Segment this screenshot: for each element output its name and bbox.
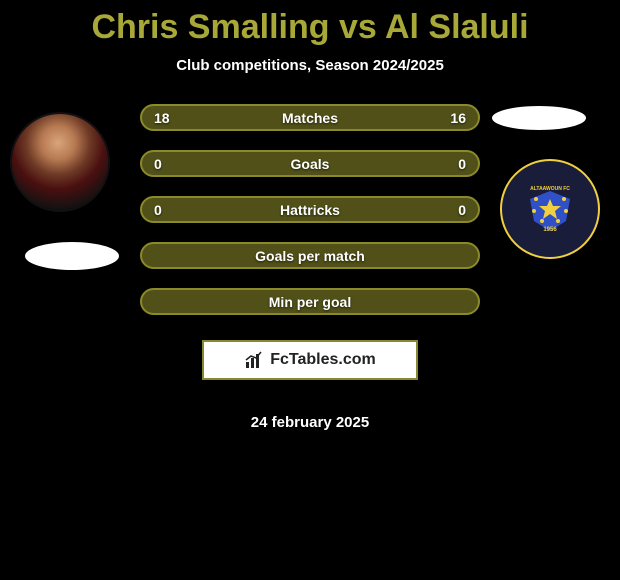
stat-label: Matches bbox=[282, 110, 338, 126]
subtitle: Club competitions, Season 2024/2025 bbox=[0, 57, 620, 74]
player-left-avatar bbox=[10, 112, 110, 212]
comparison-area: ALTAAWOUN FC 1956 18 Matches 16 0 Goals … bbox=[0, 104, 620, 444]
date-text: 24 february 2025 bbox=[0, 414, 620, 431]
player-left-flag bbox=[25, 242, 119, 270]
stat-left-value: 0 bbox=[154, 202, 162, 218]
stat-row-min-per-goal: Min per goal bbox=[140, 288, 480, 315]
stat-right-value: 0 bbox=[458, 156, 466, 172]
player-right-club-logo: ALTAAWOUN FC 1956 bbox=[500, 159, 600, 259]
chart-icon bbox=[244, 350, 264, 370]
stat-rows: 18 Matches 16 0 Goals 0 0 Hattricks 0 Go… bbox=[140, 104, 480, 334]
club-year-text: 1956 bbox=[543, 227, 557, 233]
stat-left-value: 18 bbox=[154, 110, 170, 126]
stat-row-matches: 18 Matches 16 bbox=[140, 104, 480, 131]
stat-row-hattricks: 0 Hattricks 0 bbox=[140, 196, 480, 223]
player-right-flag bbox=[492, 106, 586, 130]
stat-left-value: 0 bbox=[154, 156, 162, 172]
stat-right-value: 16 bbox=[450, 110, 466, 126]
footer-brand-text: FcTables.com bbox=[270, 351, 376, 369]
stat-label: Hattricks bbox=[280, 202, 340, 218]
stat-label: Goals bbox=[291, 156, 330, 172]
stat-label: Goals per match bbox=[255, 248, 365, 264]
stat-right-value: 0 bbox=[458, 202, 466, 218]
page-title: Chris Smalling vs Al Slaluli bbox=[0, 0, 620, 47]
stat-label: Min per goal bbox=[269, 294, 351, 310]
stat-row-goals: 0 Goals 0 bbox=[140, 150, 480, 177]
club-badge-icon: ALTAAWOUN FC 1956 bbox=[522, 181, 578, 237]
footer-brand-box[interactable]: FcTables.com bbox=[202, 340, 418, 380]
stat-row-goals-per-match: Goals per match bbox=[140, 242, 480, 269]
